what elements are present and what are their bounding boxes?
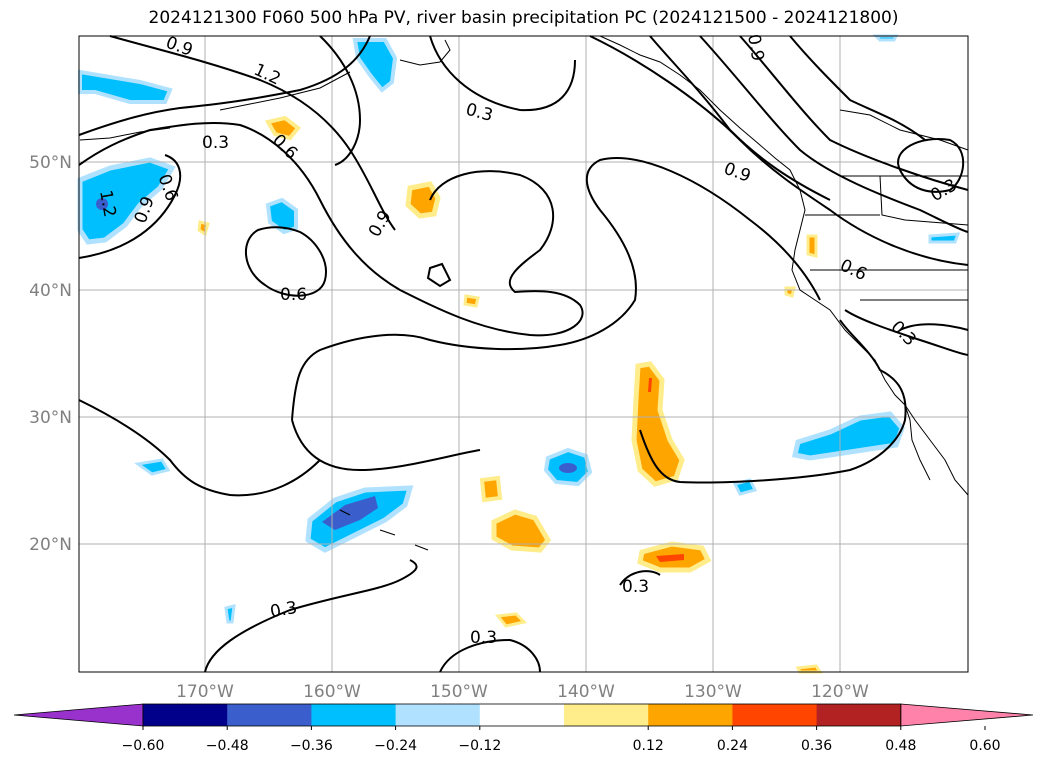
contour-label: 0.9	[721, 159, 753, 187]
colorbar-tick-label: 0.36	[801, 738, 832, 754]
lon-label: 170°W	[176, 682, 234, 702]
contour-label: 0.3	[622, 577, 649, 597]
colorbar-segment	[143, 704, 228, 726]
lon-label: 120°W	[811, 682, 869, 702]
contour-label: 1.2	[95, 189, 119, 219]
contour-label: 1.2	[251, 60, 284, 90]
lon-labels: 170°W 160°W 150°W 140°W 130°W 120°W	[176, 682, 869, 702]
lat-label: 40°N	[29, 281, 72, 301]
contour-label: 0.9	[163, 33, 195, 61]
contour-label: 0.3	[464, 100, 495, 126]
contour-label: 0.6	[280, 285, 307, 305]
colorbar-tick-label: 0.48	[885, 738, 916, 754]
colorbar-extend-left	[13, 703, 144, 727]
colorbar-segment	[732, 704, 818, 726]
colorbar-segment	[227, 704, 312, 726]
contour-label: 0.3	[269, 598, 299, 622]
colorbar	[13, 703, 1034, 727]
colorbar-segment	[816, 704, 902, 726]
contour-label: 0.3	[202, 133, 229, 153]
lat-labels: 50°N 40°N 30°N 20°N	[29, 153, 72, 555]
precip-shading	[77, 34, 961, 674]
colorbar-segment	[648, 704, 733, 726]
pv-contours	[78, 35, 969, 673]
gridlines	[79, 36, 968, 672]
lat-label: 30°N	[29, 408, 72, 428]
contour-label: 0.6	[154, 172, 182, 204]
colorbar-tick-label: −0.60	[122, 738, 165, 754]
colorbar-tick-label: −0.48	[206, 738, 249, 754]
colorbar-tick-label: −0.12	[458, 738, 501, 754]
colorbar-tick-label: 0.24	[717, 738, 748, 754]
lat-label: 20°N	[29, 535, 72, 555]
lon-label: 160°W	[303, 682, 361, 702]
contour-labels: 0.9 1.2 0.3 0.6 0.3 0.9 0.6 0.9 0.6 0.3 …	[95, 33, 961, 648]
map-title: 2024121300 F060 500 hPa PV, river basin …	[148, 8, 899, 28]
coastlines	[79, 35, 969, 551]
lon-label: 140°W	[557, 682, 615, 702]
contour-label: 0.6	[837, 256, 870, 286]
lat-label: 50°N	[29, 153, 72, 173]
contour-label: 0.6	[268, 130, 301, 163]
colorbar-segment	[395, 704, 481, 726]
colorbar-ticks: −0.60 −0.48 −0.36 −0.24 −0.12 0.12 0.24 0.36 0.4…	[122, 726, 1001, 754]
lon-label: 150°W	[430, 682, 488, 702]
colorbar-segment	[564, 704, 649, 726]
colorbar-tick-label: −0.36	[290, 738, 333, 754]
colorbar-tick-label: 0.60	[969, 738, 1000, 754]
colorbar-outline	[142, 703, 902, 727]
colorbar-segment	[479, 704, 565, 726]
contour-label: 0.3	[887, 317, 920, 350]
colorbar-tick-label: −0.24	[374, 738, 417, 754]
colorbar-extend-right	[900, 703, 1034, 727]
contour-label: 0.3	[470, 628, 497, 648]
colorbar-segment	[311, 704, 397, 726]
lon-label: 130°W	[684, 682, 742, 702]
map-frame	[78, 35, 969, 673]
contour-label: 0.9	[743, 33, 767, 63]
contour-label: 0.9	[365, 207, 396, 240]
colorbar-tick-label: 0.12	[633, 738, 664, 754]
